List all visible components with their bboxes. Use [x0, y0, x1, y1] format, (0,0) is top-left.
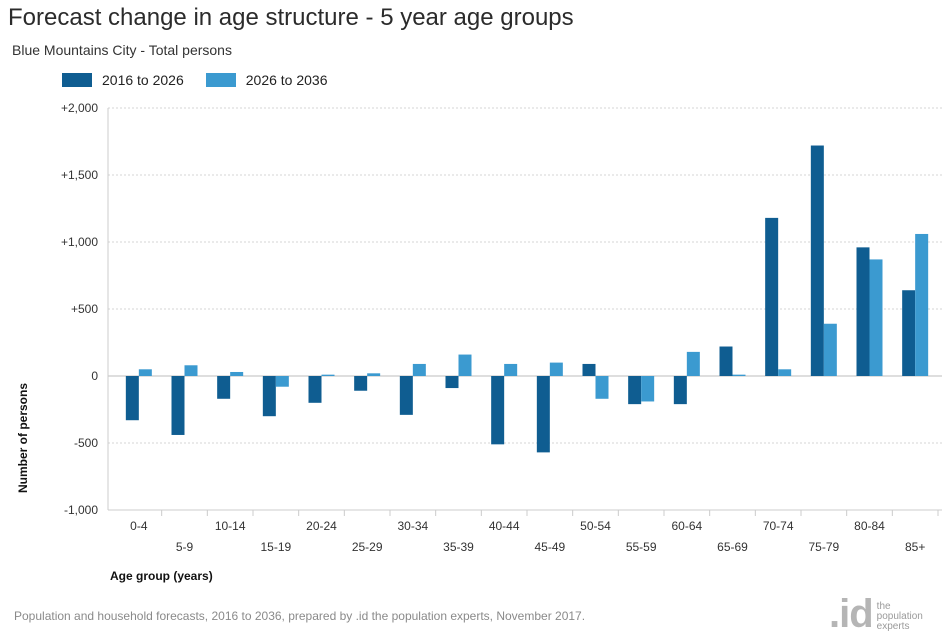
logo-mark: .id — [829, 592, 874, 636]
bar-2016-2026-35-39 — [445, 376, 459, 389]
x-tick-label: 85+ — [905, 540, 925, 554]
x-tick-label: 5-9 — [176, 540, 194, 554]
legend-item-series-1[interactable]: 2016 to 2026 — [62, 72, 184, 88]
bar-2016-2026-45-49 — [536, 376, 550, 453]
y-tick-label: +1,500 — [61, 168, 98, 182]
bar-2016-2026-65-69 — [719, 346, 733, 376]
bar-2016-2026-75-79 — [810, 145, 824, 376]
bar-2026-2036-45-49 — [549, 362, 563, 376]
bar-2026-2036-20-24 — [321, 374, 335, 376]
source-footnote: Population and household forecasts, 2016… — [14, 609, 586, 623]
bar-2026-2036-25-29 — [367, 373, 381, 376]
x-tick-label: 35-39 — [443, 540, 474, 554]
bar-2026-2036-30-34 — [412, 363, 426, 376]
bar-2026-2036-75-79 — [823, 323, 837, 376]
bar-2016-2026-55-59 — [628, 376, 642, 405]
bar-2016-2026-10-14 — [217, 376, 231, 399]
x-tick-label: 70-74 — [763, 519, 794, 533]
x-axis-title: Age group (years) — [110, 569, 213, 583]
bar-2026-2036-5-9 — [184, 365, 198, 376]
bar-2016-2026-15-19 — [262, 376, 276, 417]
legend-swatch-series-2 — [205, 73, 236, 87]
bar-2026-2036-85+ — [915, 233, 929, 376]
legend-swatch-series-1 — [62, 73, 92, 87]
x-tick-label: 40-44 — [489, 519, 520, 533]
legend: 2016 to 2026 2026 to 2036 — [62, 72, 350, 88]
bar-2026-2036-65-69 — [732, 374, 746, 376]
bar-2026-2036-80-84 — [869, 259, 883, 376]
bar-2026-2036-50-54 — [595, 376, 609, 399]
bar-2016-2026-50-54 — [582, 363, 596, 376]
x-tick-label: 10-14 — [215, 519, 246, 533]
bar-2026-2036-70-74 — [778, 369, 792, 376]
logo-tagline-line-1: the — [876, 601, 891, 612]
legend-label-series-2: 2026 to 2036 — [245, 72, 328, 88]
bar-2016-2026-80-84 — [856, 247, 870, 376]
y-axis-title: Number of persons — [16, 383, 30, 493]
x-tick-label: 50-54 — [580, 519, 611, 533]
y-tick-label: -500 — [74, 436, 98, 450]
x-tick-label: 65-69 — [717, 540, 748, 554]
legend-item-series-2[interactable]: 2026 to 2036 — [205, 72, 328, 88]
x-tick-label: 45-49 — [534, 540, 565, 554]
y-tick-label: +2,000 — [61, 101, 98, 115]
x-tick-label: 30-34 — [397, 519, 428, 533]
bar-2026-2036-55-59 — [641, 376, 655, 402]
x-tick-label: 55-59 — [626, 540, 657, 554]
logo-tagline-line-2: population — [876, 611, 923, 622]
bar-2016-2026-5-9 — [171, 376, 185, 435]
bar-2026-2036-35-39 — [458, 354, 472, 376]
bar-2016-2026-30-34 — [399, 376, 413, 415]
bar-2026-2036-40-44 — [504, 363, 518, 376]
y-tick-label: +1,000 — [61, 235, 98, 249]
y-tick-label: -1,000 — [64, 503, 98, 517]
logo-tagline: the population experts — [877, 602, 923, 632]
logo-tagline-line-3: experts — [876, 621, 910, 632]
x-tick-label: 0-4 — [130, 519, 148, 533]
bar-2016-2026-20-24 — [308, 376, 322, 403]
x-tick-label: 20-24 — [306, 519, 337, 533]
bar-2026-2036-0-4 — [138, 369, 152, 376]
x-tick-label: 80-84 — [854, 519, 885, 533]
chart-title: Forecast change in age structure - 5 yea… — [8, 4, 574, 31]
y-tick-label: 0 — [91, 369, 98, 383]
y-tick-label: +500 — [71, 302, 98, 316]
bar-2026-2036-10-14 — [230, 371, 244, 376]
bar-2016-2026-60-64 — [673, 376, 687, 405]
x-tick-label: 60-64 — [671, 519, 702, 533]
chart-subtitle: Blue Mountains City - Total persons — [12, 42, 232, 58]
legend-label-series-1: 2016 to 2026 — [102, 72, 184, 88]
x-tick-label: 75-79 — [808, 540, 839, 554]
bar-2016-2026-40-44 — [491, 376, 505, 445]
bar-2026-2036-60-64 — [686, 351, 700, 376]
id-logo: .id the population experts — [829, 594, 923, 634]
x-tick-label: 15-19 — [260, 540, 291, 554]
x-tick-label: 25-29 — [352, 540, 383, 554]
bar-2016-2026-0-4 — [125, 376, 139, 421]
bar-2016-2026-25-29 — [354, 376, 368, 391]
bar-2016-2026-70-74 — [765, 217, 779, 376]
bar-2016-2026-85+ — [902, 290, 916, 376]
bar-2026-2036-15-19 — [275, 376, 289, 387]
